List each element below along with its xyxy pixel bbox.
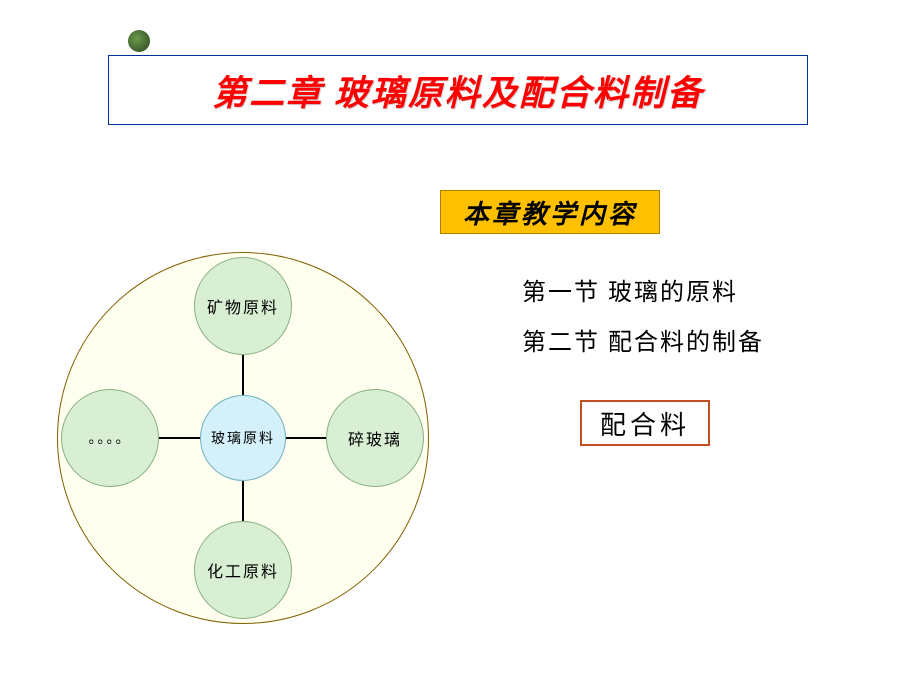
chapter-title-text: 第二章 玻璃原料及配合料制备: [212, 65, 704, 116]
highlight-box: 配合料: [580, 400, 710, 446]
content-label: 本章教学内容: [440, 190, 660, 234]
node-center: 玻璃原料: [200, 395, 286, 481]
connector-left: [159, 437, 200, 438]
connector-top: [242, 355, 243, 395]
section-1: 第一节 玻璃的原料: [522, 272, 738, 307]
node-chemical: 化工原料: [194, 521, 292, 619]
bullet-decoration: [128, 30, 150, 52]
section-2: 第二节 配合料的制备: [522, 322, 764, 357]
chapter-title-box: 第二章 玻璃原料及配合料制备: [108, 55, 808, 125]
node-etc: 。。。。: [61, 389, 159, 487]
connector-right: [286, 437, 326, 438]
node-mineral: 矿物原料: [194, 257, 292, 355]
connector-bottom: [242, 481, 243, 521]
node-cullet: 碎玻璃: [326, 389, 424, 487]
